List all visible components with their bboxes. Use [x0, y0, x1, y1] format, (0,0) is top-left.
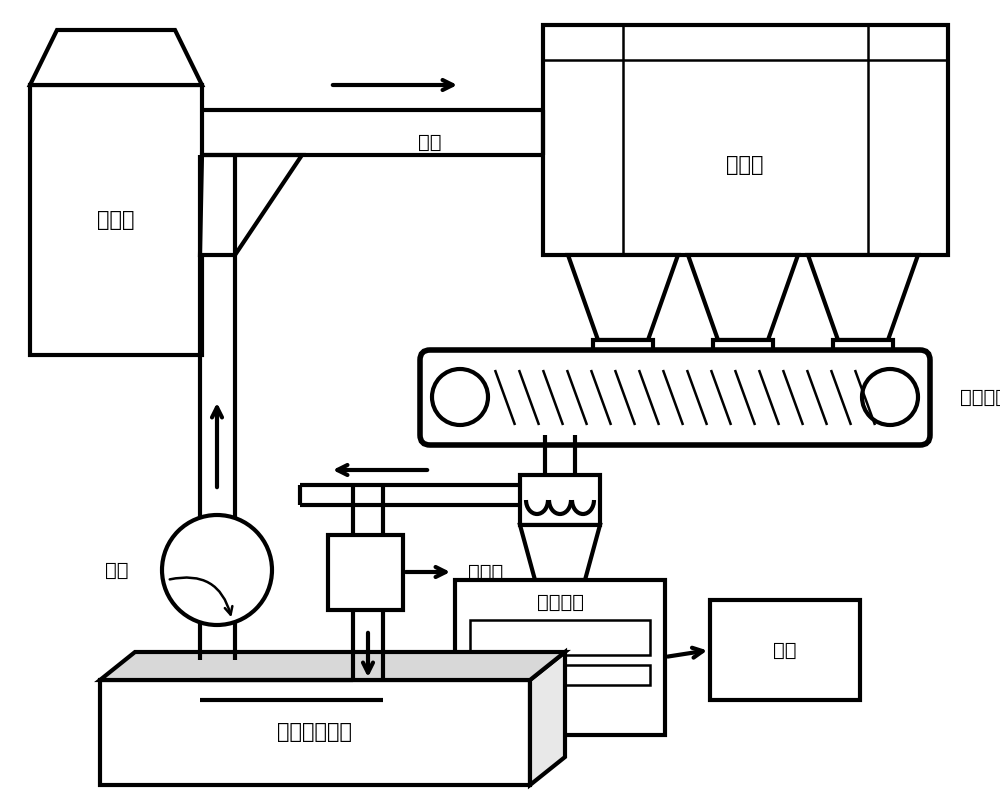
Bar: [100, 680, 530, 785]
Circle shape: [432, 369, 488, 425]
FancyBboxPatch shape: [420, 350, 930, 445]
Polygon shape: [568, 255, 678, 340]
Bar: [543, 25, 948, 255]
Bar: [710, 600, 860, 700]
Polygon shape: [808, 255, 918, 340]
Text: 无介质研磨机: 无介质研磨机: [278, 722, 352, 742]
Text: 除尘器: 除尘器: [726, 155, 764, 175]
Circle shape: [862, 369, 918, 425]
Bar: [30, 85, 202, 355]
Bar: [593, 340, 653, 362]
Text: 风管: 风管: [418, 132, 442, 151]
Bar: [520, 475, 600, 525]
Bar: [833, 340, 893, 362]
Polygon shape: [200, 155, 302, 255]
Polygon shape: [30, 30, 202, 85]
Text: 流量计: 流量计: [468, 562, 503, 582]
Bar: [470, 665, 650, 685]
Text: 灰库: 灰库: [773, 641, 797, 659]
Circle shape: [162, 515, 272, 625]
Polygon shape: [520, 525, 600, 580]
Text: 集灰皮带: 集灰皮带: [960, 388, 1000, 406]
Polygon shape: [688, 255, 798, 340]
Text: 分流装置: 分流装置: [536, 593, 584, 611]
Text: 脱酸塔: 脱酸塔: [97, 210, 135, 230]
Bar: [455, 580, 665, 735]
Bar: [713, 340, 773, 362]
Bar: [470, 620, 650, 655]
Bar: [328, 535, 403, 610]
Polygon shape: [530, 652, 565, 785]
Text: 风机: 风机: [105, 561, 129, 579]
Polygon shape: [100, 652, 565, 680]
